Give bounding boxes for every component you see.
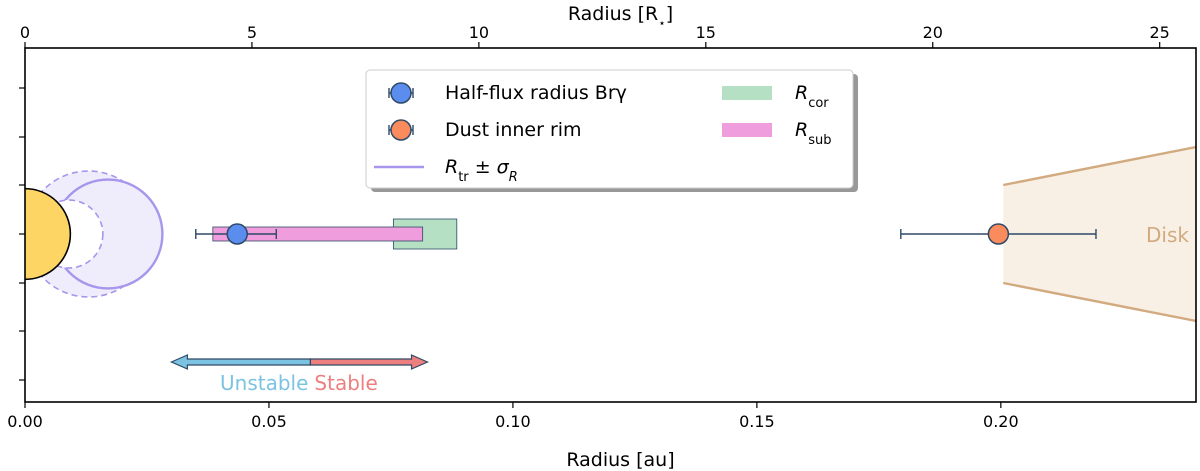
x2-tick-label: 5	[247, 23, 257, 42]
legend-label-dust-rim: Dust inner rim	[445, 119, 582, 141]
x-axis-label: Radius [au]	[566, 449, 674, 471]
stable-arrow	[309, 354, 430, 370]
legend-label-brg: Half-flux radius Brγ	[445, 82, 627, 104]
unstable-label: Unstable	[220, 371, 308, 395]
x2-tick-label: 15	[696, 23, 716, 42]
legend-item-rcor: Rcor	[722, 82, 829, 111]
legend-label-rsub: Rsub	[795, 119, 831, 148]
legend: Half-flux radius Brγ Dust inner rim Rtr ± …	[365, 69, 858, 192]
disk-upper-edge	[1003, 145, 1196, 187]
plot-frame	[24, 47, 1197, 403]
x2-axis-label: Radius [R⋆]	[568, 3, 673, 30]
x2-tick-label: 0	[20, 23, 30, 42]
x-tick-label: 0.20	[983, 412, 1019, 431]
marker	[226, 223, 248, 245]
x-tick-label: 0.00	[7, 412, 43, 431]
star	[25, 187, 72, 281]
plot-area: Disk Unstable Stable	[25, 145, 1196, 395]
stable-label: Stable	[314, 371, 377, 395]
disk-label: Disk	[1146, 223, 1189, 247]
legend-label-rtr: Rtr ± σR	[445, 156, 518, 185]
legend-item-brg: Half-flux radius Brγ	[388, 82, 627, 104]
data-point-brg	[195, 223, 277, 245]
legend-item-rtr: Rtr ± σR	[374, 156, 518, 185]
disk-fill	[1003, 147, 1196, 321]
stability-arrow	[169, 354, 430, 370]
unstable-arrow	[169, 354, 312, 370]
x-tick-label: 0.05	[251, 412, 287, 431]
x2-tick-label: 10	[469, 23, 489, 42]
x-tick-label: 0.10	[495, 412, 531, 431]
data-point-dust-rim	[900, 223, 1097, 245]
legend-item-dust-rim: Dust inner rim	[388, 119, 582, 141]
disk-lower-edge	[1003, 281, 1196, 323]
legend-label-rcor: Rcor	[795, 82, 829, 111]
x-axis-top: 0 5 10 15 20 25 Radius [R⋆]	[20, 3, 1170, 48]
x2-tick-label: 25	[1150, 23, 1170, 42]
legend-item-rsub: Rsub	[722, 119, 831, 148]
x-axis-bottom: 0.00 0.05 0.10 0.15 0.20 Radius [au]	[7, 402, 1019, 471]
x2-tick-label: 20	[923, 23, 943, 42]
y-axis	[19, 87, 25, 381]
marker	[987, 223, 1010, 245]
x-tick-label: 0.15	[739, 412, 775, 431]
